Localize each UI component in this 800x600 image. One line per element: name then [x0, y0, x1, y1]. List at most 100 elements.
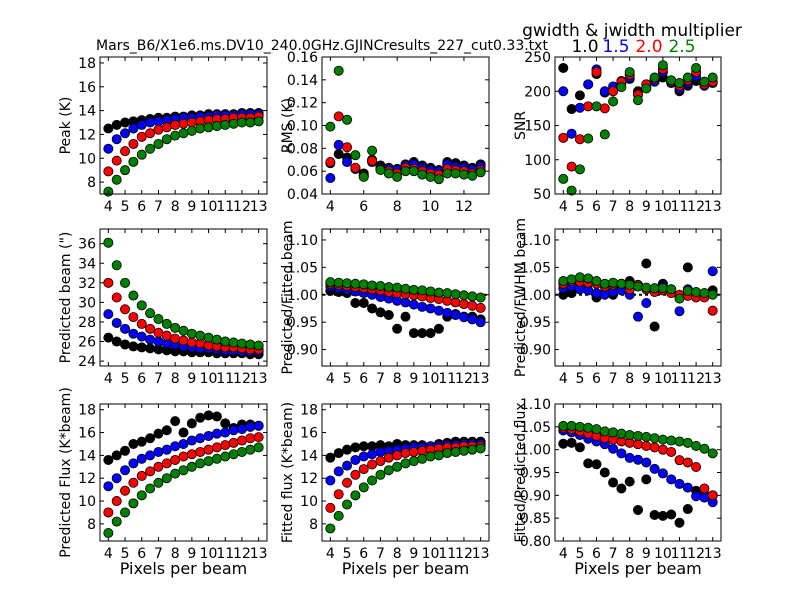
data-point: [236, 435, 247, 446]
data-point: [674, 293, 685, 304]
data-point: [333, 277, 344, 288]
x-tick-label: 5: [121, 546, 130, 562]
data-point: [153, 138, 164, 149]
data-point: [707, 448, 718, 459]
data-point: [574, 442, 585, 453]
data-point: [153, 327, 164, 338]
y-axis-label: Predicted/FWHM beam: [513, 218, 529, 377]
x-tick-label: 4: [326, 371, 335, 387]
y-tick-label: 0.85: [520, 511, 551, 527]
data-point: [467, 291, 478, 302]
x-tick-label: 11: [216, 546, 234, 562]
data-point: [333, 149, 344, 160]
data-point: [145, 343, 156, 354]
x-tick-label: 13: [472, 546, 490, 562]
x-tick-label: 10: [200, 371, 218, 387]
x-tick-label: 10: [654, 371, 672, 387]
data-point: [145, 466, 156, 477]
data-point: [358, 279, 369, 290]
data-point: [624, 67, 635, 78]
data-point: [408, 284, 419, 295]
data-point: [186, 418, 197, 429]
y-tick-label: 0.90: [520, 488, 551, 504]
data-point: [682, 437, 693, 448]
data-point: [583, 273, 594, 284]
data-point: [624, 452, 635, 463]
data-point: [103, 481, 114, 492]
data-point: [128, 123, 139, 134]
y-tick-label: 1.10: [520, 233, 551, 249]
data-point: [657, 60, 668, 71]
data-point: [136, 318, 147, 329]
data-point: [103, 277, 114, 288]
x-tick-label: 13: [250, 371, 268, 387]
series-2.5: [558, 420, 718, 459]
data-point: [666, 509, 677, 520]
data-point: [566, 128, 577, 139]
data-point: [161, 425, 172, 436]
data-point: [333, 510, 344, 521]
data-point: [707, 289, 718, 300]
data-point: [392, 450, 403, 461]
x-tick-label: 5: [343, 546, 352, 562]
data-point: [161, 318, 172, 329]
data-point: [417, 328, 428, 339]
y-tick-label: 8: [87, 175, 96, 191]
y-tick-label: 12: [78, 127, 96, 143]
data-point: [641, 431, 652, 442]
data-point: [136, 453, 147, 464]
data-point: [657, 444, 668, 455]
x-tick-label: 12: [233, 546, 251, 562]
x-tick-label: 11: [671, 371, 689, 387]
data-point: [220, 119, 231, 130]
y-tick-label: 8: [87, 517, 96, 533]
data-point: [228, 425, 239, 436]
x-tick-label: 13: [250, 546, 268, 562]
data-point: [211, 428, 222, 439]
x-tick-label: 8: [171, 371, 180, 387]
x-tick-label: 7: [609, 199, 618, 215]
y-tick-label: 32: [78, 276, 96, 292]
x-tick-label: 6: [137, 199, 146, 215]
x-tick-label: 12: [687, 199, 705, 215]
data-point: [128, 341, 139, 352]
data-point: [400, 311, 411, 322]
data-point: [392, 171, 403, 182]
data-point: [350, 469, 361, 480]
data-point: [682, 262, 693, 273]
data-point: [608, 477, 619, 488]
data-point: [408, 456, 419, 467]
axes-frame: [321, 228, 490, 367]
data-point: [178, 427, 189, 438]
data-point: [633, 504, 644, 515]
data-point: [475, 292, 486, 303]
data-point: [591, 424, 602, 435]
data-point: [145, 433, 156, 444]
x-tick-label: 8: [171, 546, 180, 562]
data-point: [120, 323, 131, 334]
data-point: [674, 436, 685, 447]
data-point: [103, 528, 114, 539]
x-tick-label: 6: [592, 371, 601, 387]
x-tick-label: 12: [455, 199, 473, 215]
data-point: [383, 282, 394, 293]
y-tick-label: 0.95: [520, 315, 551, 331]
data-point: [203, 456, 214, 467]
axes-frame: [99, 403, 268, 542]
data-point: [591, 101, 602, 112]
data-point: [136, 436, 147, 447]
data-point: [186, 449, 197, 460]
x-tick-label: 10: [422, 546, 440, 562]
data-point: [566, 161, 577, 172]
legend: 1.0 1.5 2.0 2.5: [571, 37, 695, 57]
data-point: [128, 458, 139, 469]
data-point: [120, 465, 131, 476]
x-tick-label: 8: [393, 546, 402, 562]
data-point: [333, 111, 344, 122]
x-tick-label: 9: [409, 371, 418, 387]
data-point: [574, 134, 585, 145]
data-point: [699, 288, 710, 299]
data-point: [367, 449, 378, 460]
axes-frame: [99, 228, 268, 367]
data-point: [170, 454, 181, 465]
